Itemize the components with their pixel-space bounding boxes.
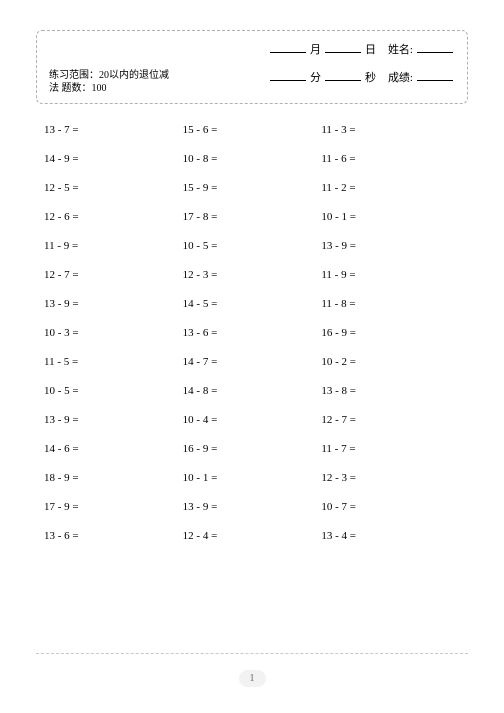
problem-cell: 11 - 7 = <box>321 443 460 455</box>
second-blank <box>325 69 361 81</box>
scope-line1: 练习范围：20以内的退位减 <box>49 70 169 81</box>
problem-cell: 13 - 9 = <box>44 298 183 310</box>
problem-cell: 13 - 7 = <box>44 124 183 136</box>
problem-cell: 13 - 4 = <box>321 530 460 542</box>
name-label: 姓名: <box>388 41 413 57</box>
problem-cell: 14 - 8 = <box>183 385 322 397</box>
problem-cell: 11 - 5 = <box>44 356 183 368</box>
problem-cell: 17 - 8 = <box>183 211 322 223</box>
name-blank <box>417 41 453 53</box>
scope-line2: 法 题数：100 <box>49 83 107 94</box>
problem-cell: 14 - 6 = <box>44 443 183 455</box>
problem-cell: 10 - 1 = <box>321 211 460 223</box>
problem-cell: 10 - 5 = <box>183 240 322 252</box>
page-number: 1 <box>239 670 266 687</box>
problem-cell: 15 - 6 = <box>183 124 322 136</box>
problem-cell: 10 - 8 = <box>183 153 322 165</box>
score-blank <box>417 69 453 81</box>
problem-cell: 13 - 9 = <box>44 414 183 426</box>
minute-blank <box>270 69 306 81</box>
date-name-line: 月 日 姓名: <box>268 41 455 57</box>
page-footer: 1 <box>0 653 504 687</box>
problem-cell: 11 - 3 = <box>321 124 460 136</box>
problem-cell: 10 - 4 = <box>183 414 322 426</box>
problem-cell: 11 - 9 = <box>44 240 183 252</box>
worksheet-page: 月 日 姓名: 练习范围：20以内的退位减 法 题数：100 分 秒 成绩: 1… <box>0 0 504 542</box>
problem-cell: 11 - 6 = <box>321 153 460 165</box>
problem-cell: 12 - 5 = <box>44 182 183 194</box>
problem-cell: 16 - 9 = <box>183 443 322 455</box>
problem-cell: 11 - 9 = <box>321 269 460 281</box>
problem-cell: 12 - 3 = <box>183 269 322 281</box>
problem-cell: 15 - 9 = <box>183 182 322 194</box>
header-box: 月 日 姓名: 练习范围：20以内的退位减 法 题数：100 分 秒 成绩: <box>36 30 468 104</box>
problem-cell: 13 - 8 = <box>321 385 460 397</box>
month-blank <box>270 41 306 53</box>
header-top-row: 月 日 姓名: <box>49 45 455 63</box>
problem-cell: 10 - 2 = <box>321 356 460 368</box>
minute-label: 分 <box>310 69 321 85</box>
problem-cell: 12 - 4 = <box>183 530 322 542</box>
second-label: 秒 <box>365 69 376 85</box>
problem-cell: 10 - 5 = <box>44 385 183 397</box>
problem-cell: 13 - 9 = <box>183 501 322 513</box>
problem-cell: 12 - 7 = <box>44 269 183 281</box>
problem-cell: 10 - 1 = <box>183 472 322 484</box>
problem-cell: 10 - 3 = <box>44 327 183 339</box>
time-score-line: 分 秒 成绩: <box>268 69 455 85</box>
problem-cell: 11 - 8 = <box>321 298 460 310</box>
problem-cell: 14 - 9 = <box>44 153 183 165</box>
problem-cell: 13 - 9 = <box>321 240 460 252</box>
day-blank <box>325 41 361 53</box>
month-label: 月 <box>310 41 321 57</box>
footer-divider <box>36 653 468 654</box>
day-label: 日 <box>365 41 376 57</box>
problems-grid: 13 - 7 =15 - 6 =11 - 3 = 14 - 9 =10 - 8 =… <box>36 120 468 542</box>
problem-cell: 12 - 7 = <box>321 414 460 426</box>
problem-cell: 18 - 9 = <box>44 472 183 484</box>
problem-cell: 10 - 7 = <box>321 501 460 513</box>
problem-cell: 11 - 2 = <box>321 182 460 194</box>
problem-cell: 14 - 7 = <box>183 356 322 368</box>
problem-cell: 12 - 6 = <box>44 211 183 223</box>
score-label: 成绩: <box>388 69 413 85</box>
problem-cell: 12 - 3 = <box>321 472 460 484</box>
scope-text: 练习范围：20以内的退位减 法 题数：100 <box>49 69 189 95</box>
problem-cell: 17 - 9 = <box>44 501 183 513</box>
header-bottom-row: 练习范围：20以内的退位减 法 题数：100 分 秒 成绩: <box>49 69 455 91</box>
problem-cell: 13 - 6 = <box>183 327 322 339</box>
problem-cell: 16 - 9 = <box>321 327 460 339</box>
problem-cell: 13 - 6 = <box>44 530 183 542</box>
problem-cell: 14 - 5 = <box>183 298 322 310</box>
